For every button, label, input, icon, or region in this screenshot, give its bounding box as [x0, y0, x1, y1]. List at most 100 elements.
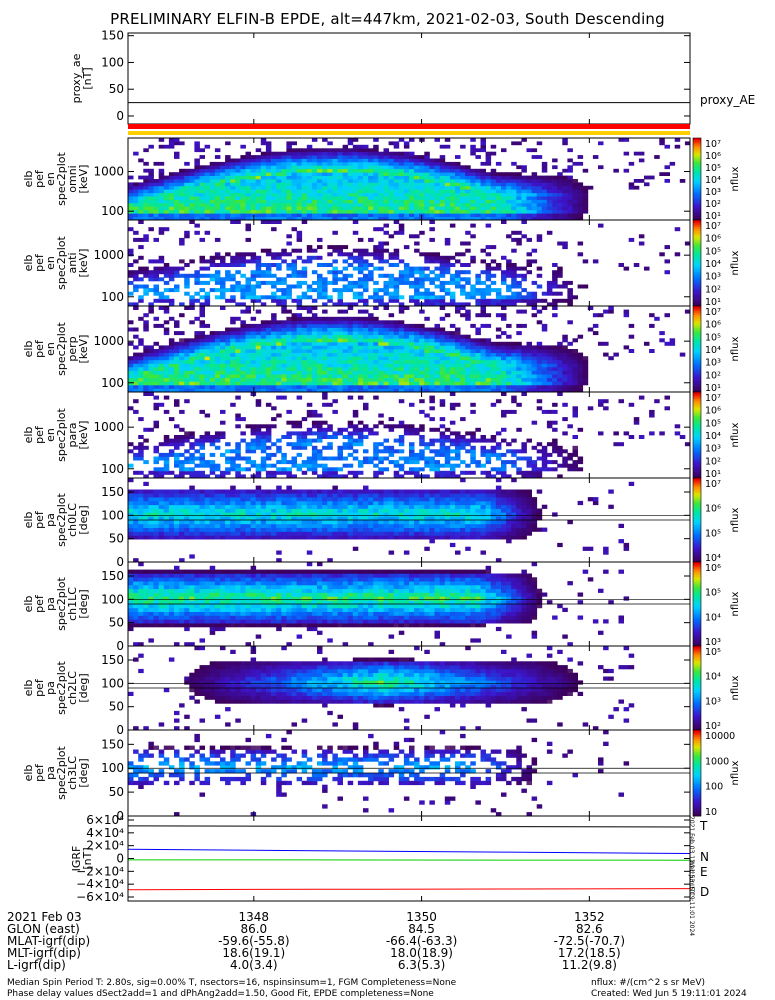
colorbar-tick: 10³ [705, 187, 721, 198]
panel-pa_ch2: 10⁵ 10⁴ 10³ 10² nflux 150 100 50 0 elbpefpaspec2p… [22, 645, 741, 737]
panel-pa_ch3: 10000 1000 100 10 nflux 150 100 50 0 elbpefpaspec… [22, 729, 741, 823]
y-axis-label: pef [33, 169, 46, 188]
y-axis-label: pa [44, 681, 57, 695]
xaxis-row-value: 1348 [238, 910, 270, 924]
colorbar-tick: 10³ [705, 696, 721, 707]
y-tick-label: 1000 [93, 420, 124, 434]
y-axis-label: [deg] [77, 758, 90, 787]
xaxis-row-value: 1350 [406, 910, 437, 924]
y-axis-label: spec2plot [55, 577, 68, 631]
colorbar-tick: 10¹ [705, 211, 721, 222]
y-axis-label: en [44, 256, 57, 270]
heatmap-cells [128, 392, 691, 479]
colorbar: 10000 1000 100 10 nflux [692, 729, 741, 818]
y-tick-label: 4×10⁴ [86, 826, 124, 840]
y-axis-label: proxy_ae [70, 53, 83, 103]
colorbar-tick: 10¹ [705, 383, 721, 394]
y-axis-label: spec2plot [55, 746, 68, 800]
y-axis-label: IGRF [70, 846, 83, 872]
y-axis-label: elb [22, 427, 35, 444]
status-bar-gap [128, 129, 690, 131]
y-tick-label: −2×10⁴ [76, 864, 124, 878]
series-label-N: N [700, 850, 709, 864]
y-axis-label: elb [22, 765, 35, 782]
heatmap-cells [128, 138, 691, 221]
y-axis-label: pef [33, 339, 46, 358]
panel-pa_ch0: 10⁷ 10⁶ 10⁵ 10⁴ nflux 150 100 50 0 elbpefpaspec2p… [22, 477, 741, 569]
y-tick-label: 100 [101, 376, 124, 390]
y-tick-label: 150 [101, 653, 124, 667]
colorbar-tick: 10² [705, 284, 721, 295]
y-tick-label: 50 [109, 82, 124, 96]
colorbar-tick: 10⁴ [705, 553, 721, 564]
colorbar-tick: 10⁷ [705, 221, 721, 232]
colorbar-tick: 10⁶ [705, 406, 721, 417]
y-axis-label: omni [66, 165, 79, 192]
colorbar-tick: 10³ [705, 272, 721, 283]
colorbar-tick: 10⁵ [705, 246, 721, 257]
xaxis-row-value: -59.6(-55.8) [218, 934, 290, 948]
y-tick-label: 100 [101, 761, 124, 775]
y-axis-label: en [44, 342, 57, 356]
y-axis-label: elb [22, 512, 35, 529]
xaxis-row-value: -72.5(-70.7) [553, 934, 626, 948]
y-axis-label: [keV] [77, 165, 90, 194]
xaxis-row-value: 17.2(18.5) [557, 946, 621, 960]
y-axis-label: elb [22, 171, 35, 188]
y-axis-label: pef [33, 510, 46, 529]
y-axis-label: ch3LC [66, 756, 79, 790]
colorbar-tick: 10⁵ [705, 163, 721, 174]
y-axis-label: ch0LC [66, 503, 79, 537]
y-axis-label: spec2plot [55, 322, 68, 376]
colorbar-label: nflux [730, 507, 741, 532]
colorbar-tick: 10² [705, 456, 721, 467]
y-axis-label: para [66, 423, 79, 448]
y-axis-label: elb [22, 680, 35, 697]
y-axis-label: [keV] [77, 335, 90, 364]
y-tick-label: 100 [101, 55, 124, 69]
y-tick-label: 150 [101, 569, 124, 583]
y-axis-label: pa [44, 597, 57, 611]
y-axis-label: pef [33, 425, 46, 444]
colorbar-tick: 100 [705, 782, 723, 793]
status-bar-red [128, 124, 690, 129]
y-tick-label: 100 [101, 290, 124, 304]
colorbar-tick: 10⁴ [705, 345, 721, 356]
colorbar: 10⁶ 10⁵ 10⁴ 10³ nflux [692, 561, 741, 648]
colorbar-label: nflux [730, 760, 741, 785]
xaxis-row-label: L-igrf(dip) [7, 958, 66, 972]
y-tick-label: 1000 [93, 165, 124, 179]
y-axis-label: elb [22, 255, 35, 272]
xaxis-row-value: 18.0(18.9) [390, 946, 453, 960]
y-axis-label: [deg] [77, 673, 90, 702]
colorbar-tick: 10 [705, 807, 717, 818]
xaxis-row-value: 84.5 [408, 922, 435, 936]
y-tick-label: 0 [116, 555, 124, 569]
y-axis-label: [deg] [77, 505, 90, 534]
footer-line-1: Median Spin Period T: 2.80s, sig=0.00% T… [7, 978, 457, 988]
colorbar-label: nflux [730, 422, 741, 447]
colorbar-tick: 1000 [705, 756, 729, 767]
heatmap-cells [128, 646, 635, 731]
y-axis-label: [nT] [81, 847, 94, 869]
colorbar-tick: 10⁶ [705, 563, 721, 574]
series-label-T: T [699, 819, 708, 833]
colorbar-tick: 10⁵ [705, 528, 721, 539]
y-tick-label: 150 [101, 485, 124, 499]
panel-frame [127, 32, 691, 125]
y-tick-label: 100 [101, 508, 124, 522]
y-tick-label: 0 [116, 723, 124, 737]
series-label-E: E [700, 865, 708, 879]
colorbar-tick: 10⁷ [705, 139, 721, 150]
xaxis-row-value: 11.2(9.8) [561, 958, 617, 972]
y-tick-label: 150 [101, 737, 124, 751]
colorbar-tick: 10² [705, 199, 721, 210]
y-tick-label: 150 [101, 29, 124, 43]
footer-line-2: Phase delay values dSect2add=1 and dPhAn… [7, 989, 434, 999]
xaxis-row-value: 6.3(5.3) [397, 958, 446, 972]
series-N [127, 848, 691, 854]
colorbar-label: nflux [730, 166, 741, 191]
y-tick-label: 50 [109, 532, 124, 546]
